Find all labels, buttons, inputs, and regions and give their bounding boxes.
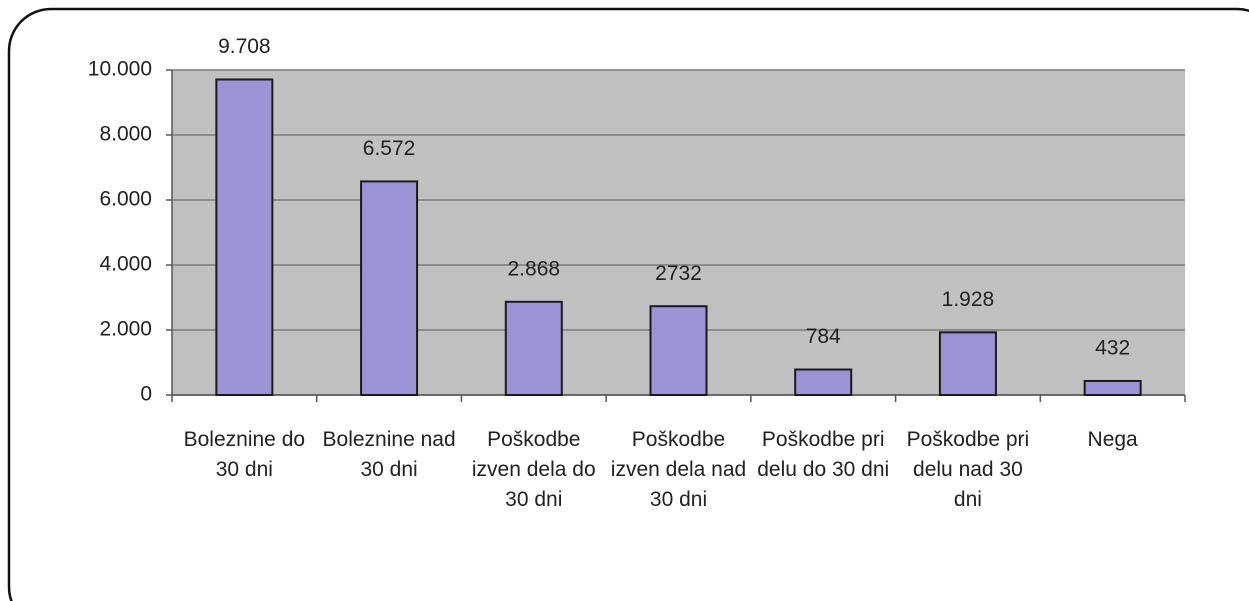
data-label: 432 bbox=[1095, 337, 1130, 360]
y-tick-label: 4.000 bbox=[99, 253, 152, 276]
y-tick-label: 2.000 bbox=[99, 318, 152, 341]
data-label: 2732 bbox=[655, 262, 702, 285]
x-tick-label: Poškodbe pri delu do 30 dni bbox=[757, 428, 889, 481]
x-tick-label: Boleznine do 30 dni bbox=[184, 428, 305, 481]
bar bbox=[794, 368, 853, 396]
x-tick-label: Boleznine nad 30 dni bbox=[323, 428, 456, 481]
x-tick-label: Nega bbox=[1088, 428, 1139, 451]
bar bbox=[938, 331, 997, 396]
y-tick-label: 6.000 bbox=[99, 188, 152, 211]
bar bbox=[1083, 379, 1142, 396]
data-label: 784 bbox=[806, 325, 841, 348]
y-tick-label: 8.000 bbox=[99, 123, 152, 146]
x-tick-label: Poškodbe pri delu nad 30 dni bbox=[907, 428, 1030, 511]
y-tick-label: 10.000 bbox=[88, 58, 152, 81]
data-label: 6.572 bbox=[363, 137, 416, 160]
data-label: 9.708 bbox=[218, 35, 271, 58]
bar bbox=[215, 78, 274, 397]
x-tick-label: Poškodbe izven dela do 30 dni bbox=[472, 428, 596, 511]
bar bbox=[504, 300, 563, 397]
bar bbox=[360, 180, 419, 396]
bar bbox=[649, 305, 708, 396]
data-label: 2.868 bbox=[508, 257, 561, 280]
data-label: 1.928 bbox=[942, 288, 995, 311]
x-tick-label: Poškodbe izven dela nad 30 dni bbox=[611, 428, 746, 511]
y-tick-label: 0 bbox=[140, 383, 152, 406]
